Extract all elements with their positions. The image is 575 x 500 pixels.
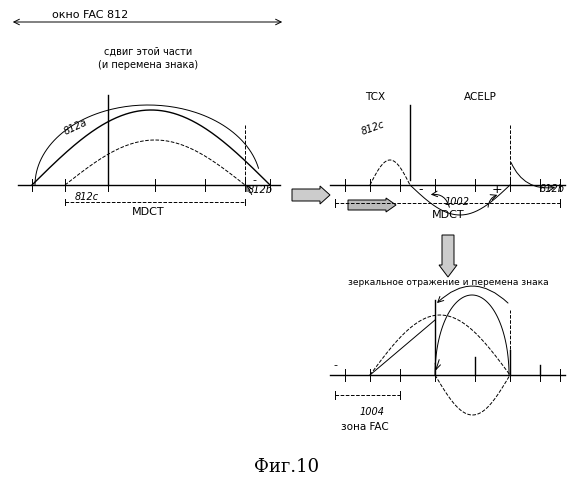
Text: 812c: 812c — [75, 192, 99, 202]
FancyArrow shape — [292, 186, 330, 204]
Text: 1002: 1002 — [445, 197, 470, 207]
Text: MDCT: MDCT — [432, 210, 465, 220]
Text: (и перемена знака): (и перемена знака) — [98, 60, 198, 70]
Text: MDCT: MDCT — [132, 207, 164, 217]
Text: 812b: 812b — [540, 184, 565, 194]
FancyArrow shape — [348, 198, 396, 212]
Text: окно FAC 812: окно FAC 812 — [52, 10, 128, 20]
Text: 1004: 1004 — [360, 407, 385, 417]
Text: -: - — [252, 175, 256, 185]
Text: -: - — [333, 360, 337, 370]
Text: 812b: 812b — [248, 185, 273, 195]
Text: Фиг.10: Фиг.10 — [254, 458, 320, 476]
Text: зона FAC: зона FAC — [341, 422, 389, 432]
Text: -: - — [418, 183, 423, 196]
Text: ACELP: ACELP — [463, 92, 496, 102]
Text: 812a: 812a — [62, 118, 89, 137]
Text: зеркальное отражение и перемена знака: зеркальное отражение и перемена знака — [348, 278, 549, 287]
FancyArrow shape — [439, 235, 457, 277]
Text: 812c: 812c — [360, 120, 386, 137]
Text: +: + — [492, 183, 503, 196]
Text: TCX: TCX — [365, 92, 385, 102]
Text: сдвиг этой части: сдвиг этой части — [104, 47, 192, 57]
